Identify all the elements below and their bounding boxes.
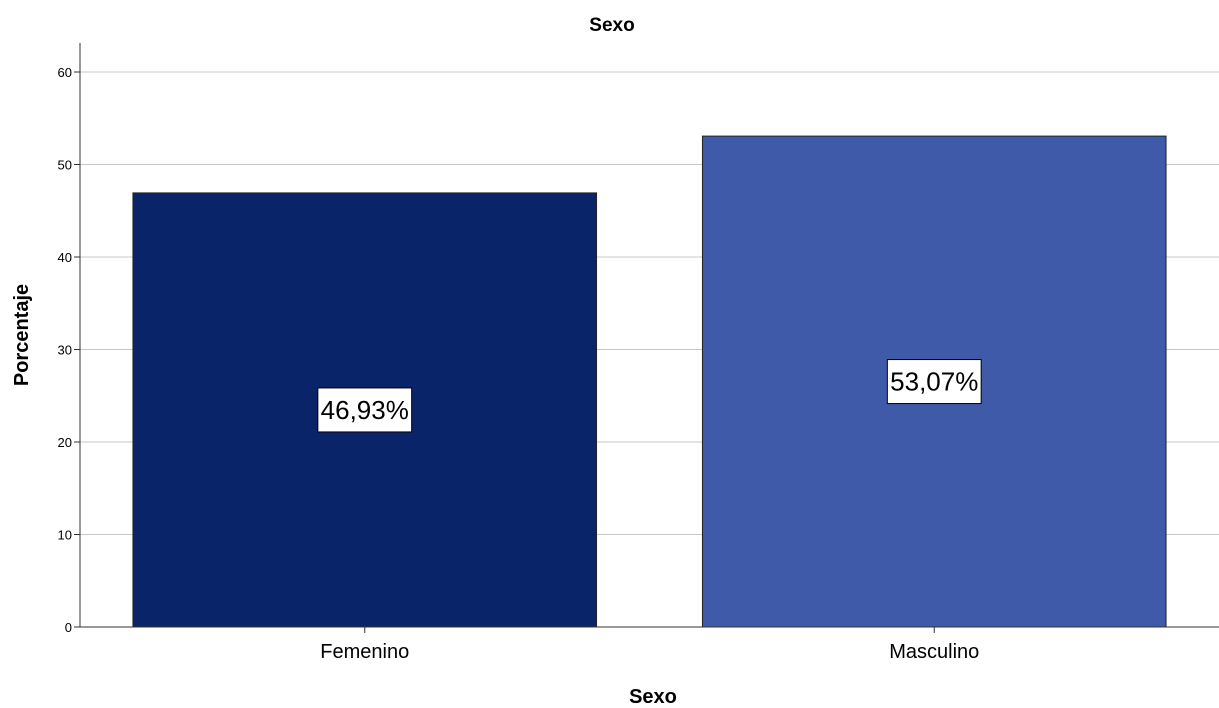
x-tick-label: Femenino	[320, 641, 409, 663]
y-tick-label: 10	[58, 528, 72, 543]
y-axis-title: Porcentaje	[11, 284, 33, 386]
chart-title: Sexo	[589, 15, 634, 36]
y-axis: 0 10 20 30 40 50 60	[58, 43, 81, 635]
x-axis-title: Sexo	[629, 686, 677, 708]
y-tick-label: 0	[65, 620, 72, 635]
x-axis: Femenino Masculino	[80, 626, 1219, 663]
data-label: 46,93%	[321, 395, 409, 425]
x-tick-label: Masculino	[889, 641, 979, 663]
data-label-box	[886, 359, 982, 405]
y-tick-label: 40	[58, 250, 72, 265]
y-tick-label: 20	[58, 435, 72, 450]
y-tick-label: 50	[58, 158, 72, 173]
data-label: 53,07%	[890, 367, 978, 397]
bars: 46,93% 53,07%	[132, 135, 1167, 628]
data-label-box	[317, 387, 413, 433]
y-tick-label: 60	[58, 65, 72, 80]
y-tick-label: 30	[58, 343, 72, 358]
